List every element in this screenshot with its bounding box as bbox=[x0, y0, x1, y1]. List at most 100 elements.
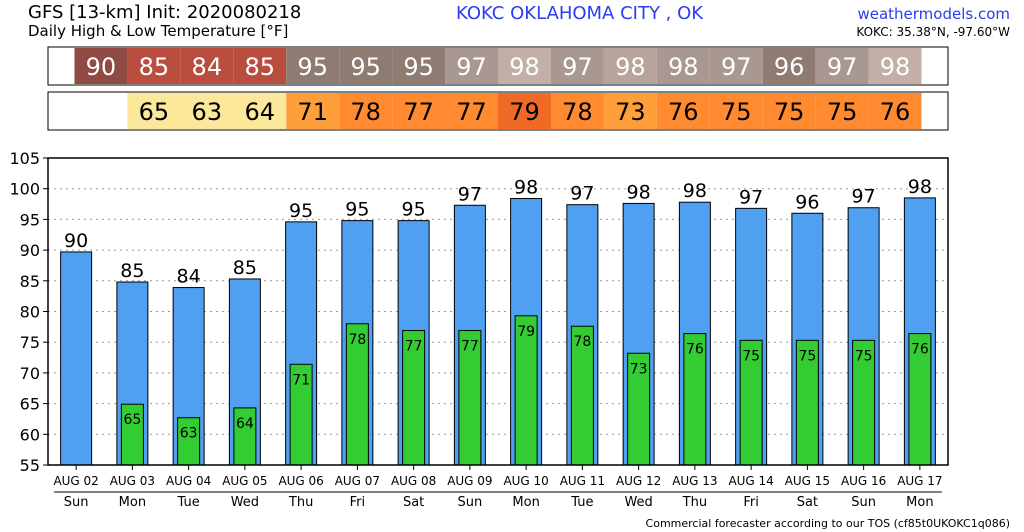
low-strip-cell bbox=[868, 93, 922, 129]
x-tick-label: AUG 08 bbox=[391, 474, 436, 488]
x-tick-label: AUG 17 bbox=[897, 474, 942, 488]
x-tick-label: AUG 11 bbox=[560, 474, 605, 488]
y-tick-label: 65 bbox=[20, 395, 40, 414]
y-tick-label: 70 bbox=[20, 364, 40, 383]
high-bar-label: 98 bbox=[683, 180, 707, 202]
high-strip-label: 97 bbox=[562, 53, 593, 81]
y-tick-label: 90 bbox=[20, 241, 40, 260]
site-label: weathermodels.com bbox=[857, 5, 1010, 23]
low-strip-label: 73 bbox=[615, 98, 646, 126]
high-strip-label: 95 bbox=[350, 53, 381, 81]
y-tick-label: 80 bbox=[20, 303, 40, 322]
low-strip-label: 63 bbox=[192, 98, 223, 126]
weekday-label: Mon bbox=[906, 495, 933, 510]
high-strip-label: 85 bbox=[244, 53, 275, 81]
high-strip-cell bbox=[127, 48, 181, 84]
high-strip-label: 90 bbox=[86, 53, 117, 81]
y-tick-label: 55 bbox=[20, 456, 40, 475]
low-strip-label: 76 bbox=[668, 98, 699, 126]
high-bar-label: 98 bbox=[908, 176, 932, 198]
y-tick-label: 75 bbox=[20, 333, 40, 352]
high-bar bbox=[60, 251, 93, 466]
high-bar-label: 97 bbox=[739, 186, 763, 208]
low-bar-label: 71 bbox=[292, 372, 310, 388]
low-strip-cell bbox=[392, 93, 446, 129]
high-strip-cell bbox=[762, 48, 816, 84]
high-strip-cell bbox=[392, 48, 446, 84]
low-strip-label: 77 bbox=[456, 98, 487, 126]
low-strip-cell bbox=[339, 93, 393, 129]
weekday-label: Wed bbox=[231, 495, 259, 510]
low-bar-label: 65 bbox=[123, 412, 141, 428]
high-bar-label: 84 bbox=[177, 266, 201, 288]
high-strip-cell bbox=[339, 48, 393, 84]
high-strip-label: 97 bbox=[721, 53, 752, 81]
high-bar-label: 95 bbox=[345, 199, 369, 221]
x-tick-label: AUG 09 bbox=[447, 474, 492, 488]
weekday-label: Fri bbox=[743, 495, 759, 510]
y-tick-label: 100 bbox=[9, 180, 40, 199]
high-bar-label: 85 bbox=[233, 257, 257, 279]
x-tick-label: AUG 14 bbox=[728, 474, 773, 488]
high-strip-label: 96 bbox=[774, 53, 805, 81]
low-strip-cell bbox=[603, 93, 657, 129]
high-strip-label: 97 bbox=[456, 53, 487, 81]
low-strip-label: 75 bbox=[721, 98, 752, 126]
chart-title: GFS [13-km] Init: 2020080218 bbox=[28, 2, 302, 23]
plot-frame bbox=[47, 157, 949, 466]
x-tick-label: AUG 06 bbox=[278, 474, 323, 488]
low-strip-label: 79 bbox=[509, 98, 540, 126]
x-tick-label: AUG 16 bbox=[841, 474, 886, 488]
weekday-label: Thu bbox=[682, 495, 707, 510]
weekday-label: Tue bbox=[570, 495, 593, 510]
high-strip-cell bbox=[550, 48, 604, 84]
high-strip-label: 95 bbox=[403, 53, 434, 81]
low-strip-label: 71 bbox=[297, 98, 328, 126]
x-tick-label: AUG 12 bbox=[616, 474, 661, 488]
high-bar-label: 95 bbox=[289, 200, 313, 222]
x-tick-label: AUG 15 bbox=[785, 474, 830, 488]
weekday-label: Tue bbox=[177, 495, 200, 510]
high-strip-cell bbox=[445, 48, 498, 84]
low-bar-label: 63 bbox=[180, 426, 198, 442]
y-tick-label: 105 bbox=[9, 149, 40, 168]
low-bar-label: 78 bbox=[348, 332, 366, 348]
high-strip-cell bbox=[74, 48, 128, 84]
coordinates-label: KOKC: 35.38°N, -97.60°W bbox=[856, 25, 1010, 39]
x-tick-label: AUG 02 bbox=[53, 474, 98, 488]
high-strip-cell bbox=[233, 48, 287, 84]
high-bar-label: 98 bbox=[627, 181, 651, 203]
high-strip-cell bbox=[656, 48, 710, 84]
low-strip-label: 65 bbox=[139, 98, 170, 126]
low-strip-label: 78 bbox=[350, 98, 381, 126]
weekday-label: Sun bbox=[458, 495, 483, 510]
high-strip-label: 98 bbox=[509, 53, 540, 81]
low-strip-cell bbox=[656, 93, 710, 129]
location-label: KOKC OKLAHOMA CITY , OK bbox=[456, 3, 704, 24]
high-bar-label: 95 bbox=[402, 199, 426, 221]
low-bar-label: 75 bbox=[798, 348, 816, 364]
low-strip-label: 64 bbox=[244, 98, 275, 126]
x-tick-label: AUG 07 bbox=[335, 474, 380, 488]
high-strip-label: 98 bbox=[615, 53, 646, 81]
low-strip-label: 78 bbox=[562, 98, 593, 126]
high-strip-cell bbox=[815, 48, 869, 84]
low-strip-label: 76 bbox=[880, 98, 911, 126]
x-tick-label: AUG 05 bbox=[222, 474, 267, 488]
x-tick-label: AUG 04 bbox=[166, 474, 211, 488]
high-strip-label: 98 bbox=[668, 53, 699, 81]
weekday-label: Mon bbox=[512, 495, 539, 510]
weekday-label: Sun bbox=[64, 495, 89, 510]
high-strip-label: 95 bbox=[297, 53, 328, 81]
low-strip-cell bbox=[233, 93, 287, 129]
x-tick-label: AUG 10 bbox=[503, 474, 548, 488]
low-bar-label: 75 bbox=[742, 348, 760, 364]
low-bar-label: 77 bbox=[461, 339, 479, 355]
low-bar-label: 79 bbox=[517, 324, 535, 340]
weekday-label: Sat bbox=[403, 495, 424, 510]
weekday-label: Sat bbox=[797, 495, 818, 510]
high-strip-cell bbox=[868, 48, 922, 84]
high-strip-cell bbox=[709, 48, 763, 84]
high-strip-cell bbox=[498, 48, 551, 84]
